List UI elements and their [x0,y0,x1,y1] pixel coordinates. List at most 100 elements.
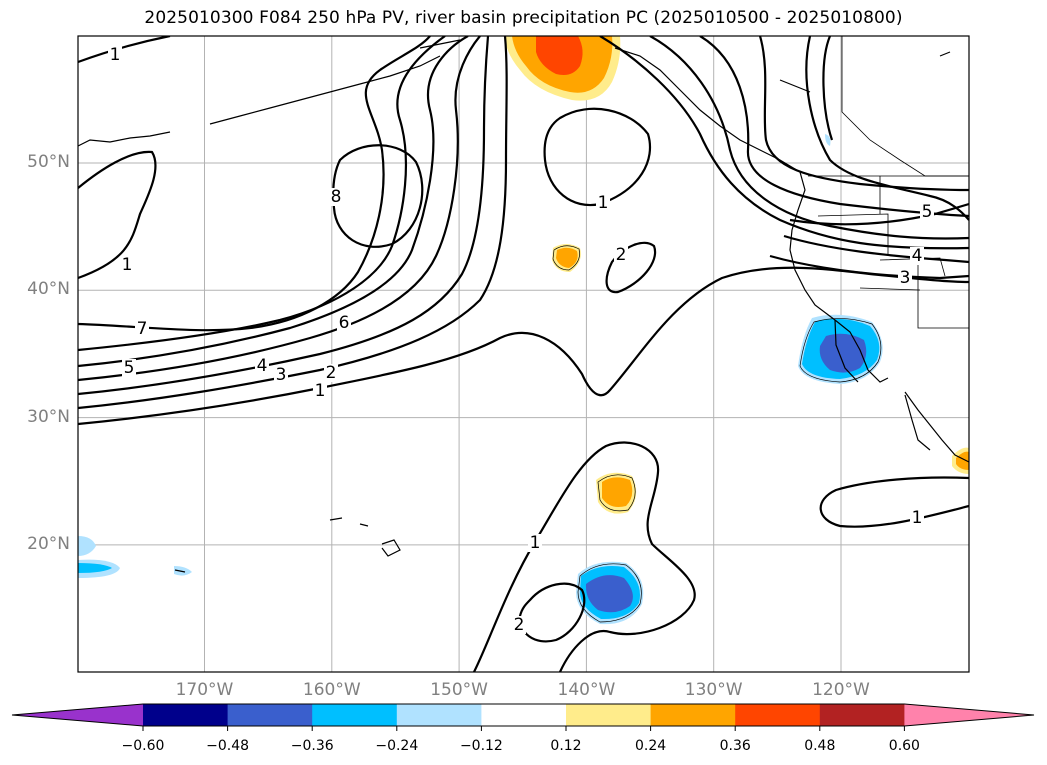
precip-shading [78,36,969,625]
contour-label-background [274,366,288,384]
contour-label: 7 [137,319,148,339]
pv-contours [78,36,969,672]
pv-contour-2 [78,36,508,410]
precip-negative-west-edge [825,134,831,146]
colorbar-tick-label: −0.24 [375,738,419,754]
pv-contour-1-west [78,150,157,280]
contour-label: 6 [339,313,350,333]
longitude-tick-label: 140°W [557,680,616,700]
pv-contour-7 [78,36,431,332]
pv-contour-ne-6 [822,36,834,141]
contour-label: 8 [331,187,342,207]
latitude-tick-label: 20°N [27,533,70,554]
colorbar-tick-label: 0.12 [550,738,582,754]
colorbar-segment [312,704,398,726]
colorbar-tick-label: −0.48 [206,738,250,754]
contour-label-background [135,320,149,338]
latitude-tick-label: 50°N [27,152,70,172]
pv-contour-4-east [783,234,969,264]
pv-contour-3-east [769,254,969,280]
contour-label: 1 [315,381,326,401]
pv-contour-1-east [819,476,969,528]
contour-label-background [920,203,934,221]
contour-label-background [512,616,526,634]
precip-outlines [552,245,882,623]
colorbar-tick-label: −0.36 [290,738,334,754]
colorbar-segment [735,704,821,726]
longitude-tick-label: 160°W [302,680,361,700]
contour-label-background [337,314,351,332]
contour-label: 5 [922,202,933,222]
pv-contour-1-south [473,441,696,672]
pv-contour-5 [78,36,469,368]
contour-label: 1 [110,45,121,65]
precip-positive-mexico [956,451,969,470]
colorbar-segment [650,704,736,726]
pv-contour-ne-3 [699,36,969,218]
colorbar-segment [904,704,1034,726]
precip-negative-west-edge [174,566,192,576]
contour-label: 3 [276,365,287,385]
contour-label-background [313,382,327,400]
country-borders [808,36,969,329]
pv-contour-6 [78,36,446,352]
contour-label: 4 [912,246,923,266]
colorbar-segment [227,704,313,726]
contour-label: 1 [598,193,609,213]
longitude-tick-label: 170°W [175,680,234,700]
colorbar-tick-label: 0.24 [635,738,667,754]
precip-positive-42n [556,247,578,268]
latitude-tick-label: 40°N [27,279,70,300]
longitude-tick-label: 130°W [684,680,743,700]
pv-contour-ne-4 [758,36,969,192]
pv-contour-3 [78,36,490,396]
precip-negative-17n [585,575,633,613]
contour-label: 5 [124,358,135,378]
pv-contour-ne-1 [599,36,969,250]
pv-contour-1-closed [543,107,652,207]
contour-label-background [108,46,122,64]
colorbar-segment [143,704,229,726]
contour-label-background [898,269,912,287]
contour-label-background [614,246,628,264]
colorbar-tick-label: 0.60 [888,738,920,754]
colorbar-segment [396,704,482,726]
pv-contour-2-south [518,582,586,643]
contour-label-background [910,509,924,527]
precip-negative-west-edge [78,536,96,556]
chart-title: 2025010300 F084 250 hPa PV, river basin … [144,8,903,28]
latitude-tick-label: 30°N [27,406,70,427]
colorbar-segment [12,704,143,726]
contour-label-background [122,359,136,377]
contour-label-background [324,364,338,382]
pv-contour-ne-5 [805,36,969,221]
contour-label: 2 [326,363,337,383]
precip-negative-california [819,333,867,373]
contour-label: 2 [616,245,627,265]
longitude-tick-label: 150°W [430,680,488,700]
colorbar-tick-label: −0.12 [459,738,503,754]
pv-contour-2-closed [605,241,657,294]
pv-contour-8 [332,144,424,248]
contour-label-background [596,194,610,212]
contour-label-background [910,247,924,265]
map-frame [77,35,970,673]
contour-label: 2 [514,615,525,635]
contour-label: 4 [257,356,268,376]
contour-label: 1 [122,255,133,275]
contour-label-background [120,256,134,274]
contour-label-background [528,534,542,552]
colorbar-tick-label: 0.48 [804,738,836,754]
pv-contour-1-nw [78,36,171,64]
contour-label: 3 [900,268,911,288]
longitude-tick-label: 120°W [812,680,870,700]
colorbar-segment [819,704,905,726]
contour-label-background [255,357,269,375]
colorbar-tick-label: −0.60 [121,738,165,754]
colorbar-tick-label: 0.36 [719,738,751,754]
colorbar-segment [566,704,652,726]
colorbar-segment [481,704,567,726]
contour-label: 1 [530,533,541,553]
